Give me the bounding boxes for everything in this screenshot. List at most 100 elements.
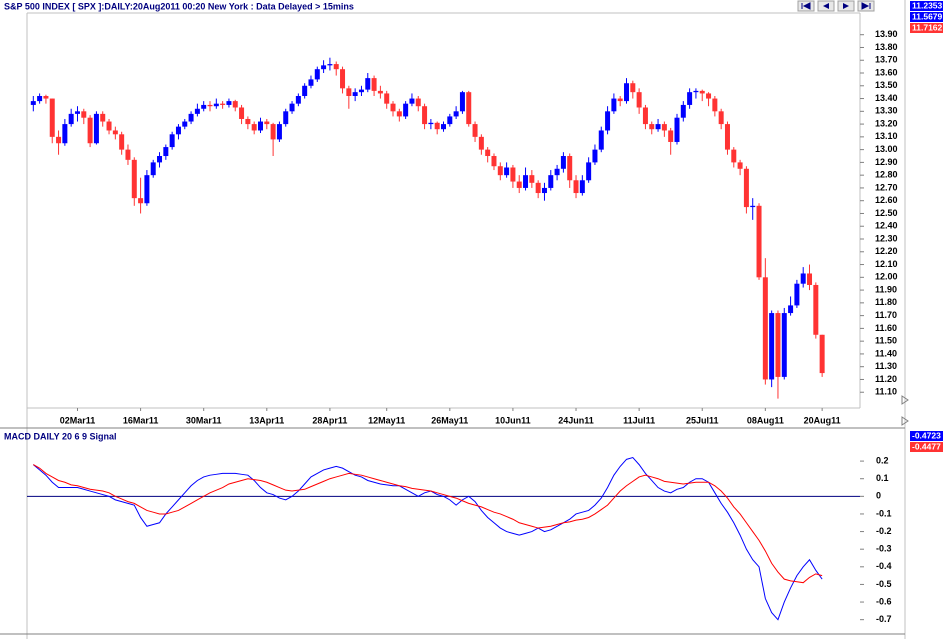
candle-body [68,113,74,125]
candle-body [668,130,674,142]
candle-body [743,168,749,208]
candle-body [314,69,320,80]
y-tick-label: 12.40 [875,221,898,231]
candle-body [762,277,768,380]
candle-body [535,182,541,194]
candle-body [396,111,402,117]
candle-body [642,107,648,125]
value-badge [910,23,943,33]
candle-body [813,284,819,335]
candle-body [43,95,49,99]
candle-body [485,149,491,157]
candle-body [434,122,440,130]
value-badge-label: 11.7162 [912,22,943,32]
y-tick-label: 0.1 [876,473,889,483]
x-tick-label: 16Mar11 [123,415,159,425]
candle-body [699,90,705,94]
candle-body [636,92,642,108]
candle-body [365,78,371,90]
previous-icon [823,3,829,9]
candle-body [649,124,655,130]
candle-body [579,180,585,194]
indicator-line [32,457,823,621]
y-tick-label: 11.30 [875,361,897,371]
y-tick-label: -0.7 [876,614,892,624]
candle-body [232,101,238,108]
candle-body [37,95,43,102]
candle-body [630,83,636,93]
chart-title: S&P 500 INDEX [ SPX ]:DAILY:20Aug2011 00… [4,1,354,11]
candle-body [321,65,327,70]
x-tick-label: 13Apr11 [249,415,284,425]
y-tick-label: 11.70 [875,310,897,320]
next-icon [843,3,849,9]
candle-body [251,124,257,131]
candle-body [605,111,611,131]
candle-body [302,85,308,96]
y-tick-label: 12.00 [875,272,898,282]
y-tick-label: 11.10 [875,387,897,397]
y-tick-label: 13.90 [875,29,898,39]
candle-body [119,134,125,150]
candle-body [611,98,617,112]
y-tick-label: 11.20 [875,374,897,384]
candle-body [112,130,118,135]
candle-body [447,116,453,125]
candle-body [377,90,383,94]
candle-body [680,104,686,118]
y-tick-label: -0.3 [876,544,892,554]
value-badge [910,442,943,452]
candle-body [56,136,62,144]
candle-body [472,124,478,137]
candle-body [548,175,554,188]
candle-body [100,113,106,122]
candle-body [586,162,592,181]
candle-body [769,313,775,380]
candle-body [125,149,131,160]
candle-body [138,198,144,204]
candle-body [807,273,813,285]
candle-body [327,64,333,66]
candle-body [194,108,200,114]
candle-body [560,156,566,169]
candle-body [567,156,573,181]
candle-body [81,111,87,118]
y-tick-label: 13.80 [875,42,898,52]
candle-body [687,92,693,105]
y-tick-label: 0.2 [876,455,889,465]
candle-body [756,205,762,278]
x-tick-label: 25Jul11 [686,415,719,425]
candle-body [788,305,794,314]
y-tick-label: 13.30 [875,106,898,116]
candle-body [624,83,630,102]
x-tick-label: 02Mar11 [60,415,96,425]
candle-body [150,162,156,176]
candle-body [308,79,314,86]
x-tick-label: 08Aug11 [747,415,784,425]
scroll-arrow[interactable] [901,395,909,405]
indicator-line [33,464,823,584]
scroll-arrow[interactable] [901,416,909,426]
candle-body [207,104,213,107]
candle-body [74,111,80,114]
candle-body [441,124,446,130]
candle-body [163,147,169,157]
y-tick-label: 13.00 [875,144,898,154]
first-icon [801,2,811,10]
y-tick-label: 12.60 [875,195,898,205]
x-tick-label: 12May11 [368,415,405,425]
candle-body [706,93,712,99]
candle-body [478,136,484,150]
candle-body [270,124,276,140]
candle-body [295,95,301,104]
y-tick-label: 12.70 [875,182,898,192]
candle-body [674,117,680,142]
candle-body [712,98,718,112]
candle-body [775,313,781,377]
x-tick-label: 30Mar11 [186,415,222,425]
y-tick-label: 13.10 [875,131,898,141]
candle-body [453,111,459,117]
candle-body [655,124,661,130]
